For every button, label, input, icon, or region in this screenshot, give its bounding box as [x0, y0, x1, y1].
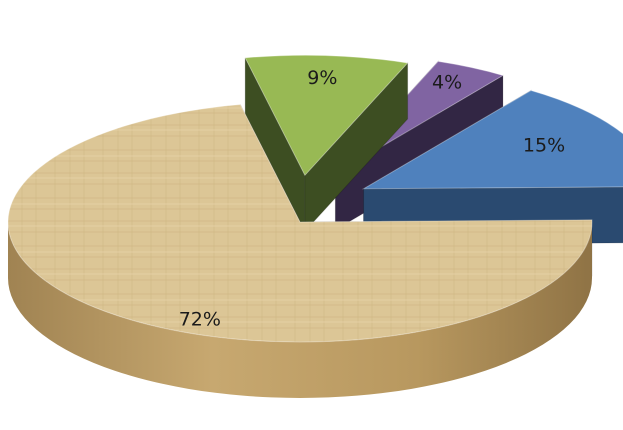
- pie-slice-side-1: [8, 222, 592, 398]
- pie-slice-top-1: [7, 104, 593, 343]
- data-label-3: 4%: [432, 72, 462, 94]
- pie-slice-top-2: [244, 54, 409, 177]
- pie-slice-2: [244, 54, 409, 233]
- pie-slice-top-4: [361, 89, 623, 190]
- data-label-4: 15%: [523, 134, 565, 156]
- pie-slice-1: [7, 104, 593, 398]
- data-label-1: 72%: [179, 309, 221, 331]
- data-label-2: 9%: [307, 67, 337, 89]
